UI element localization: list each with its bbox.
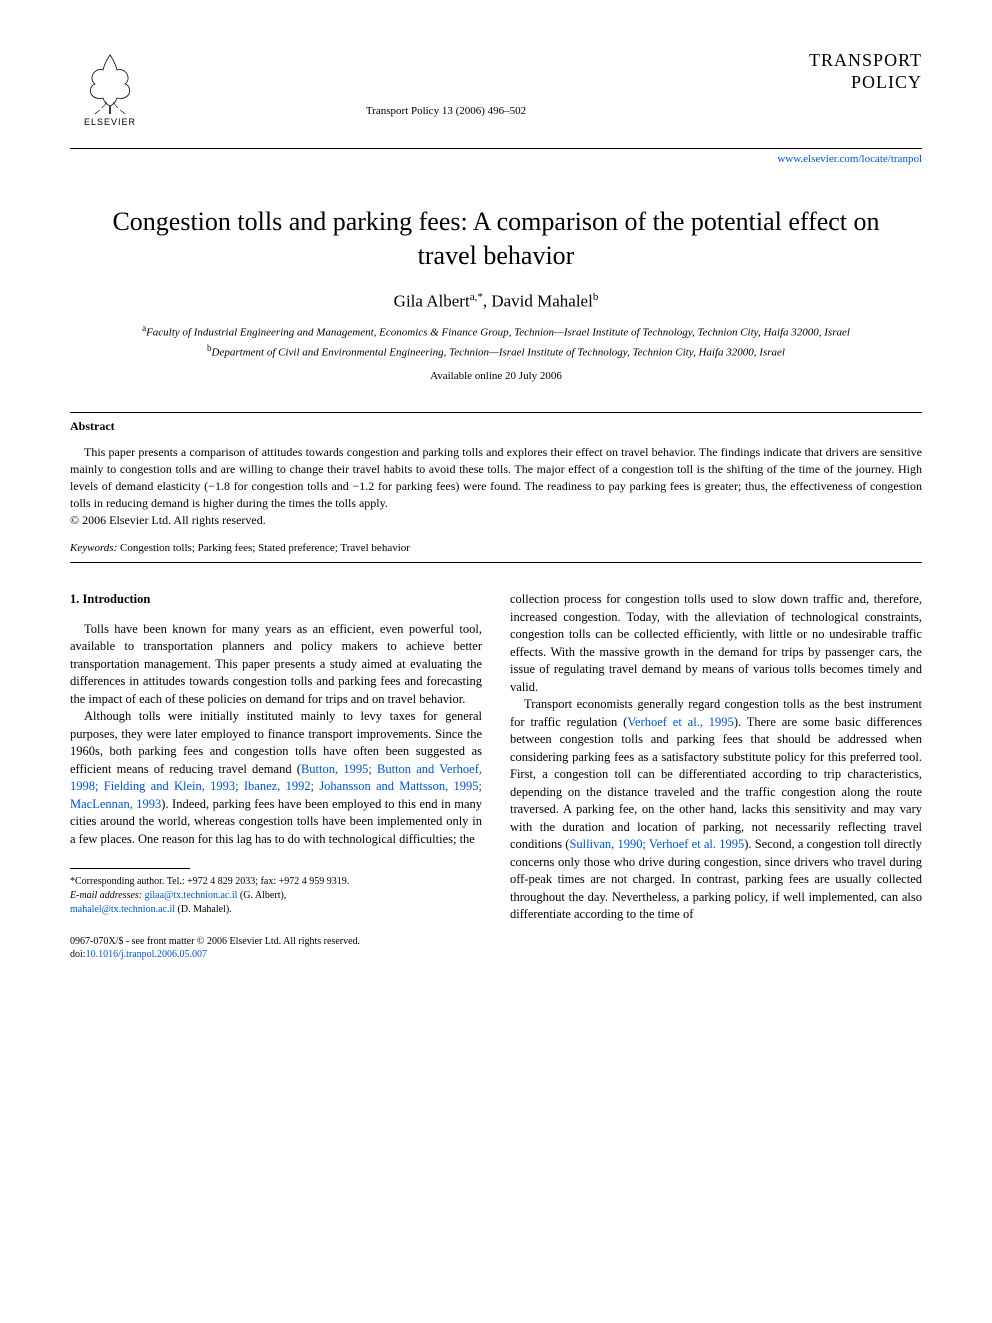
footer-block: 0967-070X/$ - see front matter © 2006 El… xyxy=(70,935,482,961)
elsevier-logo: ELSEVIER xyxy=(70,50,150,140)
abstract-copyright: © 2006 Elsevier Ltd. All rights reserved… xyxy=(70,513,922,528)
publisher-name: ELSEVIER xyxy=(84,117,136,127)
journal-url-link[interactable]: www.elsevier.com/locate/tranpol xyxy=(70,153,922,165)
abstract-rule-bottom xyxy=(70,562,922,563)
journal-title-box: TRANSPORT POLICY xyxy=(742,50,922,93)
corr-author-line: *Corresponding author. Tel.: +972 4 829 … xyxy=(70,875,482,889)
col2-para2: Transport economists generally regard co… xyxy=(510,696,922,924)
email-1-tail: (G. Albert), xyxy=(237,890,286,901)
abstract-rule-top xyxy=(70,412,922,413)
keywords-label: Keywords: xyxy=(70,542,117,554)
email-line-2: mahalel@tx.technion.ac.il (D. Mahalel). xyxy=(70,903,482,917)
author-2: , David Mahalel xyxy=(483,291,593,310)
available-online: Available online 20 July 2006 xyxy=(70,370,922,382)
front-matter-line: 0967-070X/$ - see front matter © 2006 El… xyxy=(70,935,482,948)
elsevier-tree-icon xyxy=(75,50,145,115)
footnote-separator xyxy=(70,868,190,869)
affiliation-b: bDepartment of Civil and Environmental E… xyxy=(110,343,882,360)
author-2-sup: b xyxy=(593,291,599,303)
author-1: Gila Albert xyxy=(394,291,470,310)
column-right: collection process for congestion tolls … xyxy=(510,591,922,961)
header-rule xyxy=(70,148,922,149)
article-title: Congestion tolls and parking fees: A com… xyxy=(90,205,902,273)
col1-para2: Although tolls were initially instituted… xyxy=(70,708,482,848)
abstract-text: This paper presents a comparison of atti… xyxy=(70,444,922,511)
section-1-heading: 1. Introduction xyxy=(70,591,482,609)
citation-verhoef-1995[interactable]: Verhoef et al., 1995 xyxy=(627,715,733,729)
journal-title-line2: POLICY xyxy=(742,72,922,94)
affiliation-a: aFaculty of Industrial Engineering and M… xyxy=(110,323,882,340)
doi-link[interactable]: 10.1016/j.tranpol.2006.05.007 xyxy=(86,949,207,960)
doi-label: doi: xyxy=(70,949,86,960)
column-left: 1. Introduction Tolls have been known fo… xyxy=(70,591,482,961)
affil-a-text: Faculty of Industrial Engineering and Ma… xyxy=(146,327,850,339)
body-columns: 1. Introduction Tolls have been known fo… xyxy=(70,591,922,961)
email-1[interactable]: gilaa@tx.technion.ac.il xyxy=(142,890,237,901)
email-line: E-mail addresses: gilaa@tx.technion.ac.i… xyxy=(70,889,482,903)
author-1-sup: a,* xyxy=(470,291,483,303)
journal-reference: Transport Policy 13 (2006) 496–502 xyxy=(150,50,742,117)
email-label: E-mail addresses: xyxy=(70,890,142,901)
col1-para1: Tolls have been known for many years as … xyxy=(70,621,482,709)
keywords-text: Congestion tolls; Parking fees; Stated p… xyxy=(117,542,410,554)
citation-sullivan-verhoef[interactable]: Sullivan, 1990; Verhoef et al. 1995 xyxy=(569,837,744,851)
authors-line: Gila Alberta,*, David Mahalelb xyxy=(70,291,922,312)
affil-b-text: Department of Civil and Environmental En… xyxy=(212,347,785,359)
abstract-heading: Abstract xyxy=(70,419,922,434)
header-row: ELSEVIER Transport Policy 13 (2006) 496–… xyxy=(70,50,922,140)
email-2[interactable]: mahalel@tx.technion.ac.il xyxy=(70,904,175,915)
corresponding-author-footnote: *Corresponding author. Tel.: +972 4 829 … xyxy=(70,875,482,917)
email-2-tail: (D. Mahalel). xyxy=(175,904,232,915)
col2-p2b: ). There are some basic differences betw… xyxy=(510,715,922,852)
journal-title-line1: TRANSPORT xyxy=(742,50,922,72)
col2-para1: collection process for congestion tolls … xyxy=(510,591,922,696)
keywords-line: Keywords: Congestion tolls; Parking fees… xyxy=(70,542,922,554)
doi-line: doi:10.1016/j.tranpol.2006.05.007 xyxy=(70,948,482,961)
